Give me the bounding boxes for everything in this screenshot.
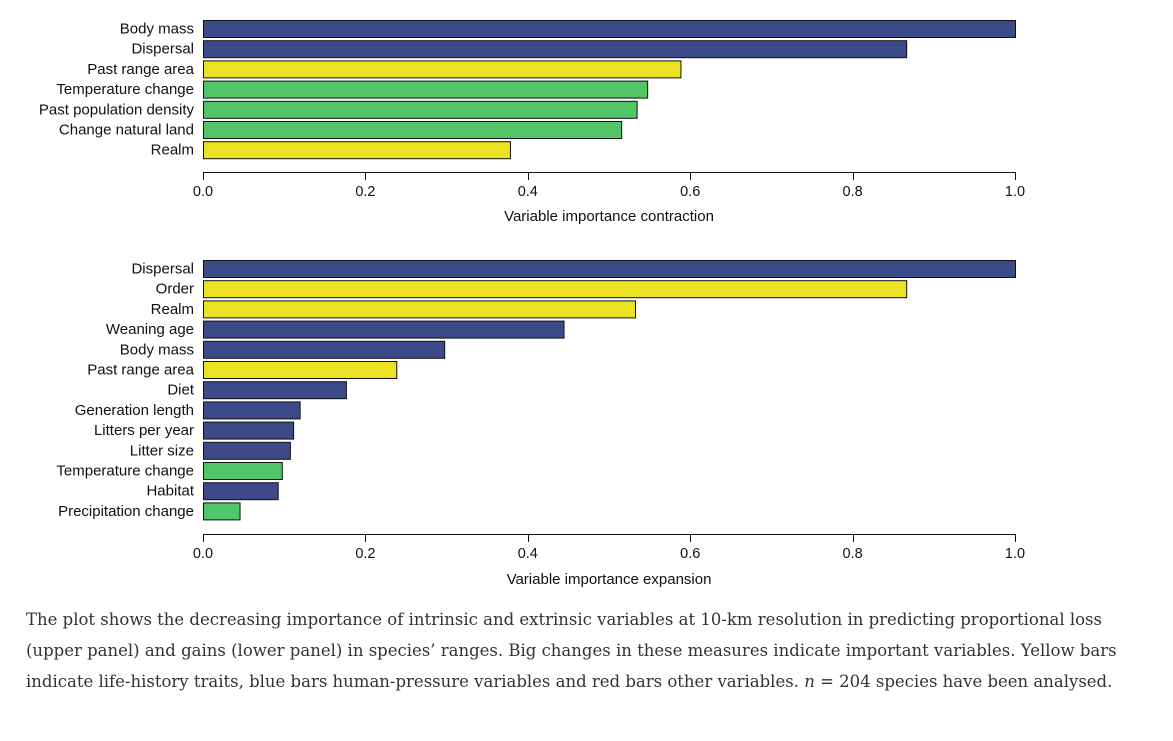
category-label: Past population density <box>39 101 195 118</box>
category-label: Habitat <box>146 483 194 500</box>
caption-n-symbol: n <box>804 672 815 691</box>
bar <box>203 320 565 339</box>
x-tick-label: 0.8 <box>843 184 863 200</box>
caption-text: The plot shows the decreasing importance… <box>26 610 1117 691</box>
x-tick-label: 0.0 <box>193 184 213 200</box>
x-tick-label: 0.6 <box>680 184 700 200</box>
category-label: Past range area <box>87 362 194 379</box>
bar <box>203 421 295 440</box>
bar <box>203 100 638 119</box>
bar <box>203 441 291 460</box>
x-tick-label: 1.0 <box>1005 184 1025 200</box>
bar <box>203 280 908 299</box>
bar <box>203 40 908 59</box>
bar <box>203 20 1016 38</box>
category-label: Temperature change <box>56 463 194 480</box>
category-label: Body mass <box>120 341 194 358</box>
category-label: Realm <box>151 301 194 318</box>
x-tick-label: 0.4 <box>518 184 538 200</box>
x-tick-label: 0.0 <box>193 546 213 562</box>
bar <box>203 482 279 501</box>
bar <box>203 502 241 521</box>
category-label: Temperature change <box>56 81 194 98</box>
x-axis-title: Variable importance expansion <box>507 571 712 588</box>
bar <box>203 340 446 359</box>
figure-caption: The plot shows the decreasing importance… <box>26 604 1146 697</box>
bar <box>203 60 682 79</box>
bar <box>203 401 301 420</box>
category-label: Litters per year <box>94 422 194 439</box>
caption-text-end: = 204 species have been analysed. <box>814 672 1113 691</box>
x-tick-label: 0.2 <box>355 184 375 200</box>
category-label: Body mass <box>120 21 194 38</box>
category-label: Past range area <box>87 61 194 78</box>
x-tick-label: 0.6 <box>680 546 700 562</box>
variable-importance-charts: Body mass Dispersal Past range area Tempera… <box>39 20 1025 588</box>
category-label: Precipitation change <box>58 503 194 520</box>
bar <box>203 141 511 160</box>
category-label: Dispersal <box>131 261 194 278</box>
expansion-chart: Dispersal Order Realm Weaning age Body mass P… <box>56 260 1025 588</box>
bar <box>203 462 283 480</box>
category-label: Order <box>156 281 194 298</box>
bar <box>203 80 649 99</box>
category-label: Litter size <box>130 442 194 459</box>
bar <box>203 121 623 139</box>
x-tick-label: 1.0 <box>1005 546 1025 562</box>
x-tick-label: 0.8 <box>843 546 863 562</box>
x-tick-label: 0.4 <box>518 546 538 562</box>
bar <box>203 381 347 400</box>
x-axis-title: Variable importance contraction <box>504 208 714 225</box>
bar <box>203 300 636 319</box>
category-label: Realm <box>151 142 194 159</box>
category-label: Weaning age <box>106 321 194 338</box>
contraction-chart: Body mass Dispersal Past range area Tempera… <box>39 20 1025 225</box>
bar <box>203 361 398 379</box>
category-label: Diet <box>167 382 195 399</box>
x-tick-label: 0.2 <box>355 546 375 562</box>
category-label: Generation length <box>75 402 194 419</box>
category-label: Change natural land <box>59 122 194 139</box>
category-label: Dispersal <box>131 41 194 58</box>
bar <box>203 260 1016 278</box>
